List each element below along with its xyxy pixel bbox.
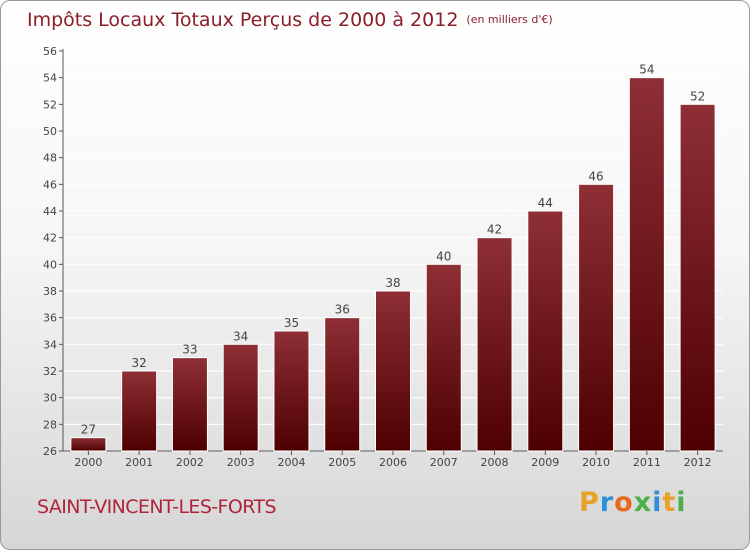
bar-value-label: 46 — [588, 169, 603, 183]
y-tick-label: 52 — [43, 98, 57, 111]
bar-value-label: 44 — [538, 196, 553, 210]
bar — [425, 263, 462, 452]
bar — [679, 103, 716, 452]
x-tick-label: 2008 — [481, 456, 509, 469]
bar — [324, 317, 361, 452]
y-tick-label: 30 — [43, 392, 57, 405]
bar-value-label: 27 — [81, 423, 96, 437]
bar-value-label: 33 — [182, 343, 197, 357]
logo-letter: i — [652, 487, 663, 518]
x-tick-label: 2009 — [531, 456, 559, 469]
town-name: SAINT-VINCENT-LES-FORTS — [37, 496, 277, 518]
bar-value-label: 52 — [690, 89, 705, 103]
bar — [527, 210, 564, 452]
x-tick-label: 2010 — [582, 456, 610, 469]
bar — [222, 343, 259, 452]
x-tick-label: 2011 — [633, 456, 661, 469]
x-tick-label: 2012 — [684, 456, 712, 469]
bar-value-label: 42 — [487, 223, 502, 237]
y-tick-label: 32 — [43, 365, 57, 378]
bar-value-label: 35 — [284, 316, 299, 330]
bar — [476, 237, 513, 452]
bar — [70, 437, 107, 452]
bar — [273, 330, 310, 452]
logo-letter: x — [633, 487, 653, 518]
y-tick-label: 42 — [43, 232, 57, 245]
y-tick-label: 26 — [43, 445, 57, 458]
x-tick-label: 2005 — [328, 456, 356, 469]
y-tick-label: 40 — [43, 258, 57, 271]
y-tick-label: 36 — [43, 312, 57, 325]
logo-letter: r — [599, 487, 615, 518]
x-tick-label: 2004 — [277, 456, 305, 469]
y-tick-label: 38 — [43, 285, 57, 298]
title-unit: (en milliers d'€) — [466, 13, 553, 26]
bar-value-label: 40 — [436, 249, 451, 263]
y-tick-label: 34 — [43, 338, 57, 351]
bar-value-label: 54 — [639, 63, 654, 77]
logo-letter: o — [614, 487, 634, 518]
y-tick-label: 56 — [43, 45, 57, 58]
bar-value-label: 34 — [233, 329, 248, 343]
logo-letter: i — [676, 487, 687, 518]
bar — [628, 77, 665, 452]
logo-letter: P — [579, 487, 600, 518]
y-tick-label: 54 — [43, 72, 57, 85]
bar — [121, 370, 158, 452]
logo-letter: t — [662, 487, 677, 518]
x-tick-label: 2000 — [74, 456, 102, 469]
y-tick-label: 48 — [43, 152, 57, 165]
y-tick-label: 28 — [43, 418, 57, 431]
x-tick-label: 2006 — [379, 456, 407, 469]
bar — [171, 357, 208, 452]
chart-title: Impôts Locaux Totaux Perçus de 2000 à 20… — [27, 9, 553, 31]
bar — [375, 290, 411, 452]
bar-value-label: 32 — [132, 356, 147, 370]
bar — [578, 183, 615, 452]
bar-value-label: 38 — [385, 276, 400, 290]
x-tick-label: 2003 — [227, 456, 255, 469]
title-text: Impôts Locaux Totaux Perçus de 2000 à 20… — [27, 9, 459, 31]
x-tick-label: 2007 — [430, 456, 458, 469]
y-tick-label: 50 — [43, 125, 57, 138]
proxiti-logo: Proxiti — [579, 487, 687, 518]
y-tick-label: 46 — [43, 178, 57, 191]
y-tick-label: 44 — [43, 205, 57, 218]
bar-value-label: 36 — [335, 303, 350, 317]
x-tick-label: 2001 — [125, 456, 153, 469]
x-tick-label: 2002 — [176, 456, 204, 469]
